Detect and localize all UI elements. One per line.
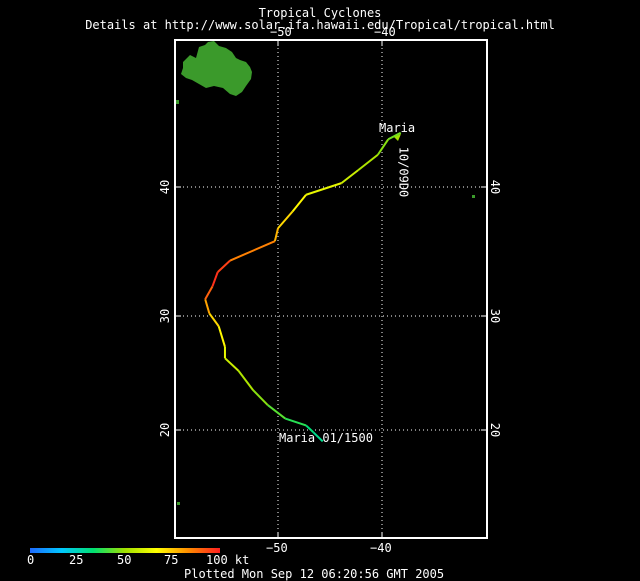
track-segment [229,240,276,262]
lon-label-bottom-50: −50 [266,541,288,555]
track-segment [208,312,220,327]
track-segment [216,259,231,273]
track-segment [237,370,254,391]
colorbar-tick-0: 0 [27,553,35,567]
track-segment [224,357,240,372]
storm-end-time-label: 10/09D0 [396,146,411,198]
track-segment [204,285,214,300]
lat-label-right-40: 40 [488,179,503,195]
details-link-text: Details at http://www.solar.ifa.hawaii.e… [85,18,555,32]
track-segment [252,389,269,406]
map-title: Tropical Cyclones [258,6,382,20]
track-segment [387,131,402,141]
lat-label-left-40: 40 [158,179,173,195]
lat-label-right-20: 20 [488,422,503,438]
lat-label-left-20: 20 [158,422,173,438]
track-arrowhead [394,134,401,141]
colorbar-tick-75: 75 [164,553,179,567]
colorbar-tick-100: 100 kt [206,553,250,567]
plotted-timestamp: Plotted Mon Sep 12 06:20:56 GMT 2005 [184,567,445,581]
grid-lines [175,40,487,538]
lat-label-left-30: 30 [158,308,173,324]
track-segment [291,194,307,213]
track-segment [273,228,279,242]
storm-track-maria [204,131,402,443]
track-segment [204,298,211,314]
lon-label-bottom-40: −40 [370,541,392,555]
track-segment [211,271,219,287]
track-segment [284,417,307,427]
lon-label-top-40: −40 [374,25,396,39]
track-segment [312,431,324,443]
track-segment [377,138,390,156]
map-frame [174,39,488,539]
colorbar-tick-25: 25 [69,553,84,567]
lon-label-top-50: −50 [270,25,292,39]
track-segment [266,404,286,420]
track-segment [305,182,342,196]
colorbar-tick-50: 50 [117,553,132,567]
storm-name-label: Maria [379,121,416,135]
storm-start-label: Maria 01/1500 [279,431,373,445]
track-segment [305,424,315,434]
land-newfoundland [176,41,475,505]
track-segment [340,169,359,184]
track-segment [277,210,294,229]
intensity-colorbar [30,548,220,553]
track-segment [357,153,379,172]
tick-marks [175,40,487,538]
track-segment [217,325,226,348]
lat-label-right-30: 30 [488,308,503,324]
